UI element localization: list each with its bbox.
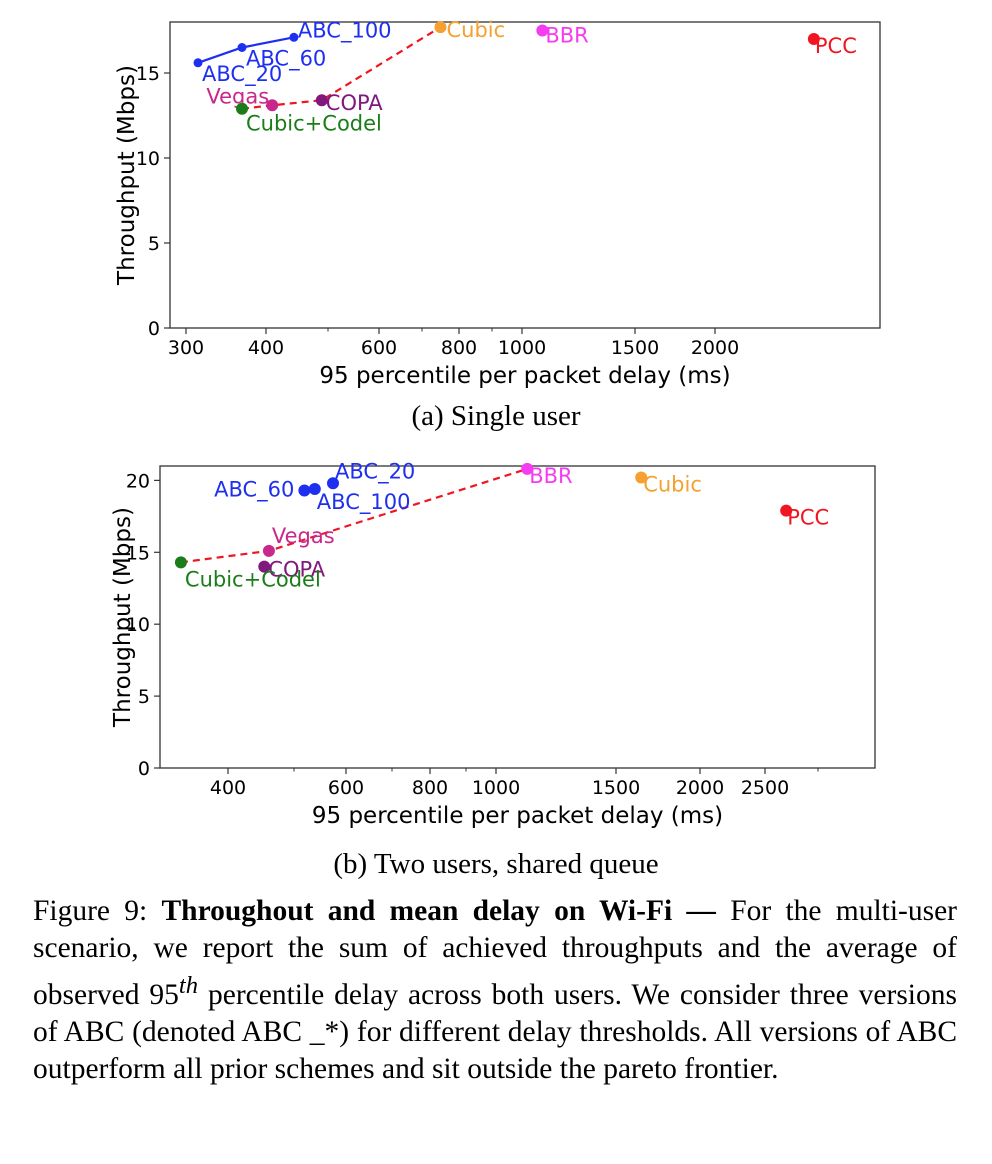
y-tick-label: 10 bbox=[126, 614, 150, 636]
data-point-abc-20 bbox=[193, 58, 203, 68]
data-label-abc-60: ABC_60 bbox=[214, 477, 294, 502]
data-point-bbr bbox=[521, 462, 534, 475]
data-point-copa bbox=[258, 560, 271, 573]
data-label-abc-20: ABC_20 bbox=[335, 459, 415, 484]
data-label-cubic: Cubic bbox=[447, 18, 506, 42]
data-label-abc-20: ABC_20 bbox=[202, 62, 282, 87]
x-tick-label: 1500 bbox=[611, 337, 659, 359]
y-axis-label: Throughput (Mbps) bbox=[110, 507, 136, 728]
data-point-pcc bbox=[780, 504, 793, 517]
x-tick-label: 400 bbox=[210, 777, 246, 799]
data-point-abc-100 bbox=[289, 32, 299, 42]
caption-text-2: percentile delay across both users. We c… bbox=[33, 978, 957, 1085]
figure-caption: Figure 9: Throughout and mean delay on W… bbox=[33, 893, 957, 1088]
data-point-vegas bbox=[262, 544, 275, 557]
x-tick-label: 2000 bbox=[676, 777, 724, 799]
y-tick-label: 5 bbox=[148, 233, 160, 255]
data-point-pcc bbox=[807, 33, 820, 45]
figure-label: Figure 9: bbox=[33, 895, 148, 927]
y-tick-label: 15 bbox=[126, 542, 150, 564]
y-tick-label: 0 bbox=[148, 318, 160, 340]
data-point-copa bbox=[315, 94, 328, 107]
chart-two-users: 0 5 10 15 20 400 600 800 1000 1500 2000 2500 95 perc… bbox=[110, 459, 876, 829]
data-point-bbr bbox=[536, 24, 549, 37]
x-tick-label: 2000 bbox=[691, 337, 739, 359]
data-label-abc-100: ABC_100 bbox=[298, 18, 392, 43]
x-tick-label: 300 bbox=[168, 337, 204, 359]
subcaption-a: (a) Single user bbox=[411, 400, 581, 432]
y-tick-label: 10 bbox=[136, 148, 160, 170]
data-label-vegas: Vegas bbox=[272, 524, 335, 548]
data-label-cubic-codel: Cubic+Codel bbox=[185, 567, 321, 591]
data-point-cubic-codel bbox=[236, 102, 248, 115]
data-point-abc-60 bbox=[237, 43, 247, 52]
x-tick-label: 1000 bbox=[472, 777, 520, 799]
subcaption-b: (b) Two users, shared queue bbox=[333, 848, 659, 880]
data-point-cubic bbox=[635, 471, 648, 484]
data-point-abc-20 bbox=[327, 477, 339, 490]
x-tick-label: 800 bbox=[441, 337, 477, 359]
x-tick-label: 1500 bbox=[592, 777, 640, 799]
data-label-copa: COPA bbox=[268, 558, 326, 582]
data-label-bbr: BBR bbox=[545, 24, 588, 48]
data-point-abc-60 bbox=[298, 484, 311, 497]
data-label-cubic: Cubic bbox=[643, 473, 702, 497]
data-label-abc-60: ABC_60 bbox=[246, 47, 326, 72]
chart-single-user: 0 5 10 15 300 400 600 800 1000 1500 2000 95 percent… bbox=[114, 18, 881, 389]
y-tick-label: 5 bbox=[138, 686, 150, 708]
y-tick-label: 15 bbox=[136, 63, 160, 85]
caption-title: Throughout and mean delay on Wi-Fi — bbox=[161, 895, 716, 927]
caption-superscript: th bbox=[178, 972, 199, 999]
data-label-pcc: PCC bbox=[787, 506, 829, 530]
data-label-vegas: Vegas bbox=[206, 84, 269, 108]
data-point-cubic bbox=[434, 21, 447, 34]
x-tick-label: 1000 bbox=[498, 337, 546, 359]
caption-text-1: For the multi-user scenario, we report t… bbox=[33, 895, 958, 1011]
x-tick-label: 800 bbox=[412, 777, 448, 799]
pareto-frontier-line bbox=[241, 26, 442, 110]
data-label-abc-100: ABC_100 bbox=[317, 490, 411, 515]
x-tick-label: 2500 bbox=[741, 777, 789, 799]
x-axis-label: 95 percentile per packet delay (ms) bbox=[319, 363, 730, 389]
y-tick-label: 20 bbox=[126, 470, 150, 492]
y-axis-label: Throughput (Mbps) bbox=[114, 65, 140, 286]
y-tick-label: 0 bbox=[138, 758, 150, 780]
data-point-vegas bbox=[266, 99, 279, 112]
x-tick-label: 600 bbox=[361, 337, 397, 359]
x-tick-label: 400 bbox=[248, 337, 284, 359]
data-label-copa: COPA bbox=[326, 91, 384, 115]
data-point-cubic-codel bbox=[174, 556, 187, 569]
data-point-abc-100 bbox=[308, 483, 321, 496]
data-label-bbr: BBR bbox=[529, 464, 572, 488]
data-label-cubic-codel: Cubic+Codel bbox=[246, 112, 382, 136]
x-tick-label: 600 bbox=[328, 777, 364, 799]
x-axis-label: 95 percentile per packet delay (ms) bbox=[312, 803, 723, 829]
data-label-pcc: PCC bbox=[815, 34, 857, 58]
plot-frame bbox=[169, 21, 881, 329]
plot-frame bbox=[159, 465, 876, 769]
